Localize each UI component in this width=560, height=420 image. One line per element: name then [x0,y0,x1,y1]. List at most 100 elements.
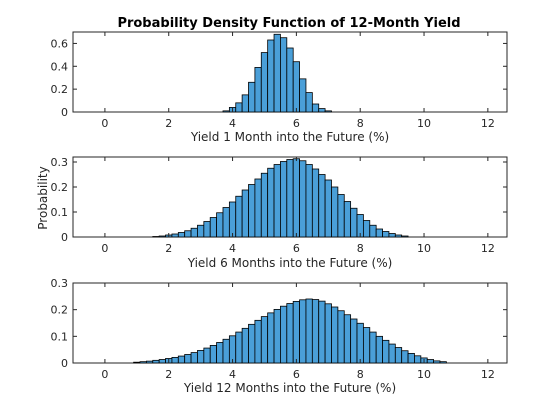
histogram-bar [299,78,307,113]
y-tick-label: 0 [61,231,68,244]
histogram-bar [216,212,224,238]
histogram-bar [190,352,198,364]
histogram-bar [286,47,294,113]
histogram-bar [184,354,192,364]
histogram-bar [190,227,198,238]
histogram-bar [158,359,166,364]
histogram-bar [305,164,313,238]
histogram-bar [171,233,179,238]
histogram-bar [260,172,269,238]
x-tick-label: 8 [357,117,364,130]
x-tick-label: 2 [165,368,172,381]
histogram-bar [171,356,179,364]
histogram-bar [177,355,186,364]
histogram-bar [305,298,313,364]
subplot-3: 0 2 4 6 8 10 12 0 0.1 0.2 0.3 Yield 12 Months into … [51,277,508,395]
histogram-bar [235,195,243,238]
histogram-bar [388,343,396,364]
histogram-bar [311,168,320,238]
histogram-bar [248,81,256,113]
bar-series [133,298,447,364]
histogram-bar [177,232,186,238]
subplot-1: 0 2 4 6 8 10 12 0 0.2 0.4 0.6 Yield 1 Month into th… [51,31,508,144]
histogram-bar [254,178,262,238]
histogram-bar [414,355,422,364]
histogram-bar [292,61,300,113]
histogram-bar [197,350,205,364]
y-tick-label: 0.2 [51,181,69,194]
subplot-2: 0 2 4 6 8 10 12 0 0.1 0.2 0.3 Yield 6 Months into t… [51,156,508,270]
x-tick-label: 2 [165,117,172,130]
histogram-bar [133,361,141,364]
x-tick-label: 6 [293,368,300,381]
histogram-bar [184,230,192,238]
x-tick-label: 12 [481,242,495,255]
histogram-bar [222,110,230,113]
histogram-bar [222,338,230,364]
histogram-bar [318,174,326,238]
histogram-bar [324,110,332,113]
histogram-bar [369,224,377,238]
x-axis-label: Yield 6 Months into the Future (%) [187,256,393,270]
histogram-bar [241,189,249,238]
histogram-bar [286,159,294,238]
histogram-bar [273,164,281,238]
subplot-group: 0 2 4 6 8 10 12 0 0.2 0.4 0.6 Yield 1 Month into th… [51,31,508,395]
x-axis-label: Yield 1 Month into the Future (%) [190,130,389,144]
histogram-bar [292,158,300,238]
chart-title: Probability Density Function of 12-Month… [117,16,460,31]
histogram-bar [267,39,275,113]
histogram-bar [241,94,249,113]
histogram-bar [228,201,237,238]
x-tick-label: 6 [293,117,300,130]
histogram-bar [235,102,243,113]
histogram-bar [337,194,345,238]
histogram-bar [203,347,211,364]
histogram-bar [407,352,415,364]
histogram-bar [260,52,269,113]
x-tick-label: 8 [357,242,364,255]
histogram-bar [139,361,147,364]
histogram-bar [228,335,237,364]
x-axis-label: Yield 12 Months into the Future (%) [183,381,396,395]
histogram-bar [152,359,160,364]
histogram-bar [369,331,377,364]
histogram-bar [286,303,294,364]
x-tick-label: 6 [293,242,300,255]
histogram-bar [394,347,403,364]
histogram-bar [209,217,218,238]
x-tick-label: 10 [417,368,431,381]
x-tick-label: 0 [101,242,108,255]
histogram-bar [273,33,281,113]
histogram-bar [222,207,230,238]
histogram-bar [145,360,154,364]
y-tick-label: 0.2 [51,83,69,96]
histogram-bar [362,220,371,238]
histogram-bar [273,308,281,364]
histogram-bar [388,233,396,238]
histogram-bar [235,331,243,364]
histogram-bar [426,359,435,364]
bar-series [222,33,332,113]
histogram-bar [331,306,339,364]
histogram-bar [280,305,288,364]
y-tick-label: 0.3 [51,156,69,169]
histogram-bar [375,228,383,238]
y-axis-label: Probability [36,166,50,229]
histogram-bar [260,316,269,364]
histogram-bar [241,327,249,364]
y-tick-label: 0.3 [51,277,69,290]
x-tick-label: 10 [417,117,431,130]
x-tick-label: 0 [101,368,108,381]
histogram-bar [324,179,332,238]
x-tick-label: 4 [229,242,236,255]
histogram-bar [356,322,364,364]
histogram-bar [318,300,326,364]
histogram-bar [203,221,211,238]
histogram-bar [216,342,224,364]
histogram-bar [248,323,256,364]
histogram-bar [254,67,262,113]
histogram-bar [324,303,332,364]
